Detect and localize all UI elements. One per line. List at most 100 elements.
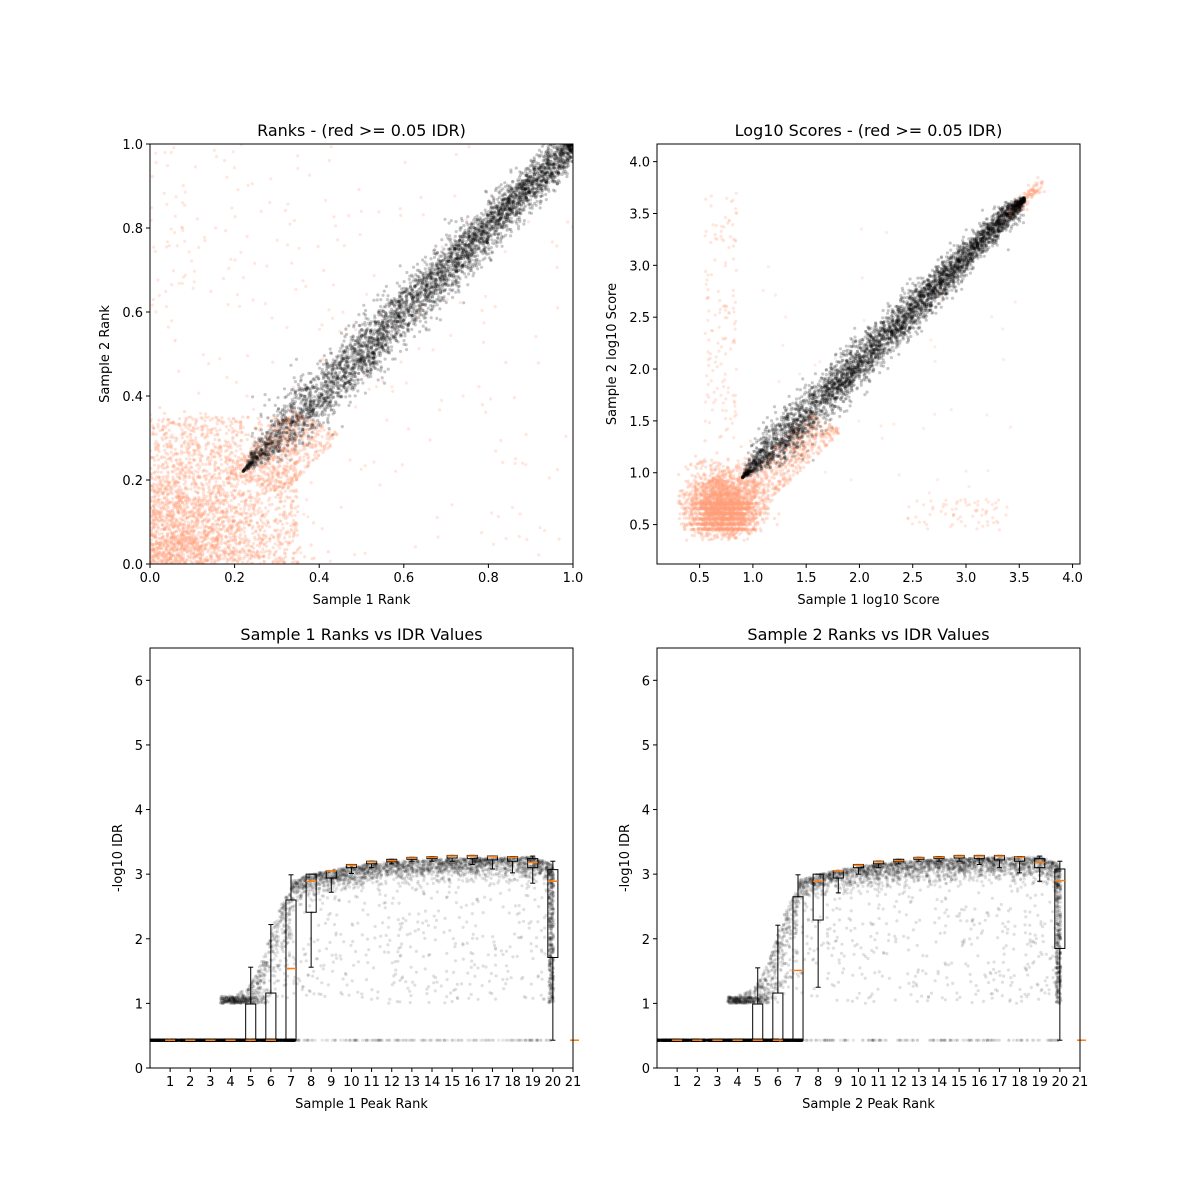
fail-point <box>205 424 209 428</box>
fail-point <box>194 436 198 440</box>
fail-point <box>239 447 243 451</box>
fail-point <box>298 545 302 549</box>
fail-point <box>484 410 488 414</box>
fail-point <box>183 422 187 426</box>
fail-point <box>275 238 279 242</box>
fail-point <box>234 485 238 489</box>
fail-point <box>241 415 245 419</box>
fail-point <box>175 452 179 456</box>
pass-point <box>353 394 357 398</box>
fail-point <box>320 435 324 439</box>
fail-point <box>212 546 216 550</box>
fail-point <box>257 436 261 440</box>
fail-point <box>189 525 193 529</box>
fail-point <box>222 494 227 498</box>
fail-point <box>213 445 217 449</box>
fail-point <box>286 202 290 206</box>
fail-point <box>192 449 196 453</box>
fail-point <box>202 497 207 501</box>
fail-point <box>215 416 219 420</box>
fail-point <box>240 527 244 532</box>
fail-point <box>239 250 243 254</box>
fail-point <box>209 554 213 558</box>
fail-point <box>224 512 228 516</box>
fail-point <box>200 454 205 458</box>
fail-point <box>192 528 196 533</box>
fail-point <box>191 545 196 549</box>
fail-point <box>159 519 163 523</box>
fail-point <box>162 432 166 436</box>
fail-point <box>214 552 218 557</box>
fail-point <box>194 544 198 548</box>
fail-point <box>232 519 236 523</box>
fail-point <box>191 529 195 533</box>
fail-point <box>186 542 190 547</box>
fail-point <box>150 554 154 559</box>
fail-point <box>316 449 320 453</box>
fail-point <box>223 439 227 443</box>
fail-point <box>274 478 278 482</box>
fail-point <box>150 529 153 533</box>
fail-point <box>235 433 239 438</box>
fail-point <box>192 472 196 477</box>
fail-point <box>171 532 175 536</box>
fail-point <box>156 278 160 282</box>
fail-point <box>244 520 248 524</box>
fail-point <box>162 496 166 500</box>
fail-point <box>267 552 271 557</box>
fail-point <box>279 453 283 457</box>
fail-point <box>164 552 168 557</box>
fail-point <box>192 426 196 430</box>
fail-point <box>215 154 219 159</box>
fail-point <box>280 491 284 495</box>
fail-point <box>212 507 216 511</box>
fail-point <box>152 507 156 511</box>
fail-point <box>357 187 361 192</box>
fail-point <box>547 476 551 480</box>
fail-point <box>461 394 465 398</box>
fail-point <box>184 464 188 468</box>
pass-point <box>398 264 402 268</box>
fail-point <box>218 428 222 432</box>
ylabel-sample1-idr: -log10 IDR <box>111 824 126 892</box>
fail-point <box>168 523 172 527</box>
fail-point <box>312 453 317 457</box>
fail-point <box>363 464 367 468</box>
fail-point <box>192 430 196 434</box>
fail-point <box>225 467 229 471</box>
fail-point <box>157 475 161 479</box>
fail-point <box>168 554 172 558</box>
fail-point <box>291 428 295 432</box>
fail-point <box>265 489 269 493</box>
pass-point <box>306 434 310 438</box>
fail-point <box>162 520 166 524</box>
fail-point <box>365 292 369 296</box>
fail-point <box>245 519 249 523</box>
fail-point <box>232 538 236 542</box>
fail-point <box>181 546 185 550</box>
fail-point <box>187 536 191 540</box>
fail-point <box>174 480 178 484</box>
fail-point <box>188 555 192 559</box>
fail-point <box>167 480 171 485</box>
fail-point <box>227 458 231 462</box>
fail-point <box>267 477 271 481</box>
fail-point <box>214 511 218 515</box>
fail-point <box>157 550 162 555</box>
fail-point <box>169 551 173 556</box>
fail-point <box>261 471 265 475</box>
fail-point <box>163 150 167 155</box>
fail-point <box>189 549 193 553</box>
fail-point <box>209 561 213 564</box>
fail-point <box>192 540 196 544</box>
fail-point <box>190 536 194 540</box>
fail-point <box>235 293 239 297</box>
fail-point <box>289 483 293 487</box>
fail-point <box>215 536 219 540</box>
fail-point <box>261 555 266 559</box>
fail-point <box>195 509 199 513</box>
fail-point <box>407 427 411 431</box>
fail-point <box>417 346 421 351</box>
fail-point <box>216 547 220 551</box>
fail-point <box>267 473 271 477</box>
